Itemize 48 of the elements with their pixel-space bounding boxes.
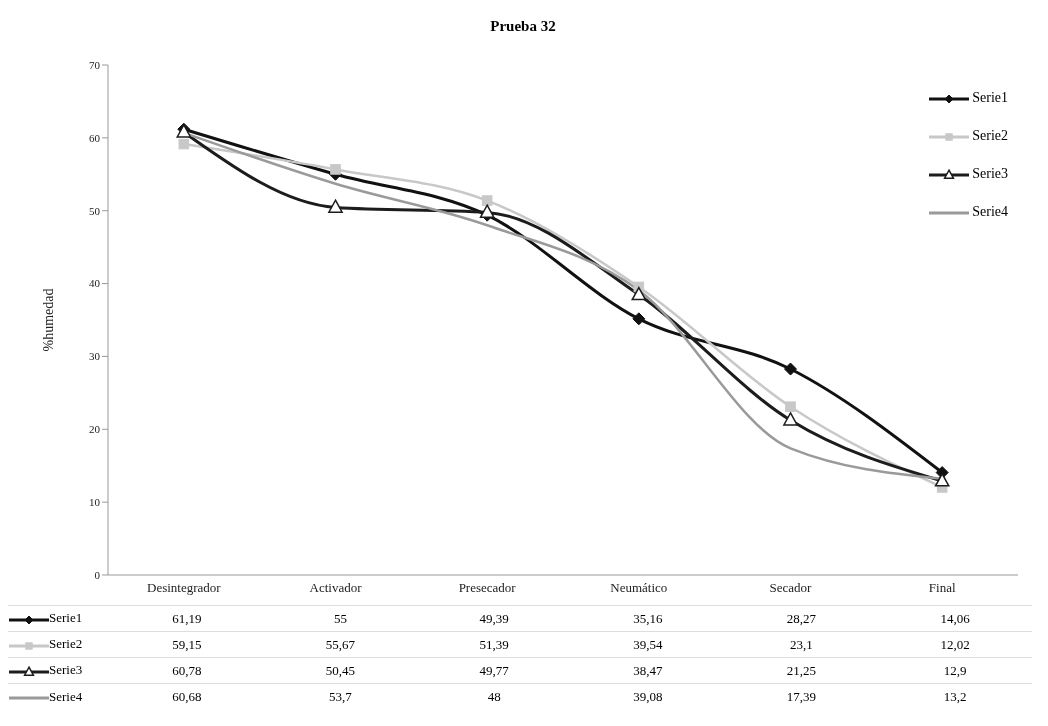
data-label: 39,08	[632, 687, 664, 706]
data-label: 60,68	[171, 687, 203, 706]
x-tick-label: Activador	[309, 580, 363, 596]
data-label: 14,06	[939, 609, 971, 628]
y-tick-label: 60	[89, 131, 101, 144]
data-label: 60,78	[171, 661, 203, 680]
x-tick-label: Presecador	[458, 580, 517, 596]
y-tick-label: 0	[94, 568, 101, 581]
data-label: 12,02	[939, 635, 971, 654]
chart-title: Prueba 32	[489, 17, 557, 35]
text: Serie4	[49, 688, 83, 704]
data-label: 35,16	[632, 609, 664, 628]
x-tick-label: Neumático	[610, 580, 668, 596]
y-tick-label: 70	[89, 58, 101, 71]
data-label: 48	[486, 687, 502, 706]
data-label: 39,54	[632, 635, 664, 654]
legend-label: Serie2	[971, 128, 1008, 144]
data-label: 49,39	[478, 609, 510, 628]
data-label: 50,45	[324, 661, 357, 680]
y-tick-label: 10	[89, 496, 101, 509]
y-axis-title: %humedad	[40, 288, 56, 352]
text: Serie3	[49, 662, 83, 678]
data-label: 38,47	[632, 661, 664, 680]
data-label: 55,67	[324, 635, 357, 654]
legend-label: Serie3	[971, 166, 1008, 182]
y-tick-label: 20	[89, 423, 101, 436]
legend-label: Serie1	[971, 90, 1008, 106]
data-label: 13,2	[942, 687, 968, 706]
data-label: 21,25	[785, 661, 818, 680]
data-label: 51,39	[478, 635, 510, 654]
y-tick-label: 40	[89, 277, 101, 290]
data-label: 17,39	[785, 687, 818, 706]
data-label: 12,9	[942, 661, 968, 680]
data-label: 61,19	[171, 609, 203, 628]
data-label: 53,7	[328, 687, 353, 706]
x-tick-label: Desintegrador	[147, 580, 222, 596]
data-label: 55	[333, 609, 348, 628]
data-label: 28,27	[785, 609, 818, 628]
x-tick-label: Secador	[769, 580, 813, 596]
data-label: 49,77	[478, 661, 510, 680]
y-tick-label: 50	[89, 204, 101, 217]
y-tick-label: 30	[89, 350, 101, 363]
data-label: 59,15	[171, 635, 203, 654]
text: Serie1	[49, 610, 83, 626]
legend-label: Serie4	[971, 204, 1008, 220]
data-label: 23,1	[789, 635, 814, 654]
text: Serie2	[49, 636, 83, 652]
x-tick-label: Final	[928, 580, 956, 596]
